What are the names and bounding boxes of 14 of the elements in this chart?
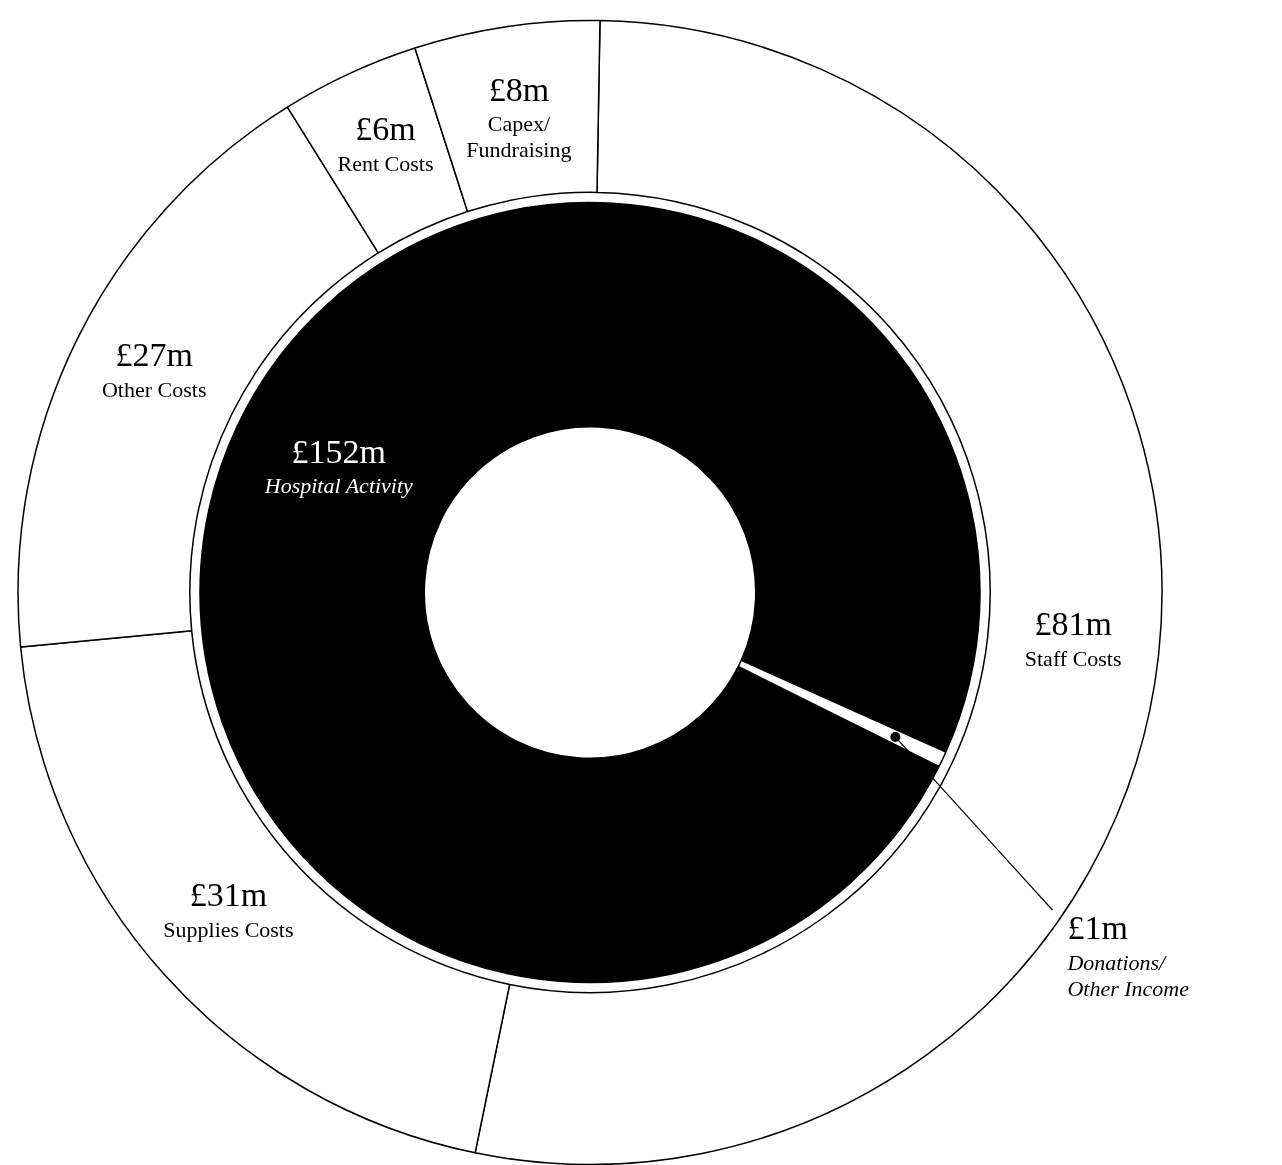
data-label: £27m	[115, 336, 193, 374]
slice-label: Other Costs	[101, 376, 207, 402]
data-label: £31m	[189, 876, 268, 914]
data-label: £1m	[1067, 908, 1128, 946]
slice-label: Staff Costs	[1024, 645, 1122, 671]
slice-label: Rent Costs	[337, 151, 434, 177]
slice-label: Hospital Activity	[263, 473, 414, 499]
data-label: £81m	[1034, 604, 1112, 642]
data-label: £152m	[291, 432, 387, 470]
data-label: £8m	[488, 70, 550, 108]
data-label: £6m	[355, 110, 416, 148]
slice-label: Donations/ Other Income	[1066, 949, 1190, 1001]
slice-label: Capex/ Fundraising	[466, 111, 572, 163]
slice-label: Supplies Costs	[163, 917, 294, 943]
